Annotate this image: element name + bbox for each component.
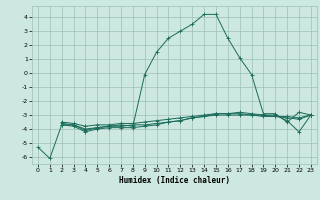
X-axis label: Humidex (Indice chaleur): Humidex (Indice chaleur) bbox=[119, 176, 230, 185]
